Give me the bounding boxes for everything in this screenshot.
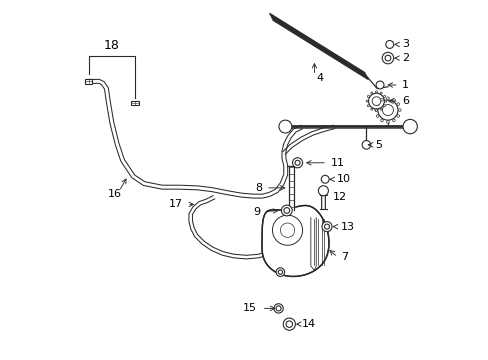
Circle shape [392, 119, 394, 122]
Circle shape [318, 186, 328, 196]
Circle shape [368, 93, 384, 109]
Text: 14: 14 [301, 319, 315, 329]
Circle shape [283, 318, 295, 330]
Circle shape [380, 99, 383, 101]
Text: 16: 16 [107, 189, 122, 199]
Circle shape [382, 52, 393, 64]
Circle shape [376, 115, 378, 117]
Text: 6: 6 [402, 96, 408, 106]
Circle shape [402, 120, 416, 134]
Text: 9: 9 [253, 207, 260, 217]
Polygon shape [262, 206, 328, 276]
Circle shape [278, 270, 282, 274]
Circle shape [382, 104, 393, 116]
Circle shape [292, 158, 302, 168]
Circle shape [370, 92, 372, 94]
Circle shape [386, 121, 388, 123]
Text: 5: 5 [375, 140, 382, 150]
Circle shape [321, 175, 328, 183]
Circle shape [280, 223, 294, 237]
Circle shape [396, 103, 399, 105]
Circle shape [386, 97, 388, 99]
Circle shape [281, 205, 292, 216]
Text: 12: 12 [332, 192, 346, 202]
Circle shape [366, 100, 367, 102]
Circle shape [384, 100, 386, 102]
Circle shape [278, 120, 291, 133]
Circle shape [377, 100, 397, 120]
Circle shape [398, 109, 400, 111]
Circle shape [321, 222, 331, 231]
Circle shape [284, 208, 289, 213]
Circle shape [294, 160, 300, 165]
Circle shape [374, 109, 377, 111]
Circle shape [376, 103, 378, 105]
Circle shape [366, 95, 368, 98]
Circle shape [370, 108, 372, 110]
Circle shape [276, 268, 284, 276]
Circle shape [285, 321, 292, 327]
Circle shape [324, 224, 329, 229]
Circle shape [273, 304, 283, 313]
Text: 3: 3 [402, 40, 408, 49]
Text: 13: 13 [340, 222, 354, 231]
Circle shape [272, 215, 302, 245]
Text: 18: 18 [103, 39, 120, 51]
Circle shape [383, 105, 385, 107]
Text: 4: 4 [316, 73, 323, 83]
Circle shape [383, 95, 385, 98]
Circle shape [276, 306, 281, 311]
Circle shape [384, 55, 390, 61]
Circle shape [375, 91, 377, 93]
Circle shape [366, 105, 368, 107]
Circle shape [379, 92, 381, 94]
Circle shape [362, 140, 370, 149]
Text: 8: 8 [255, 183, 262, 193]
Text: 15: 15 [243, 303, 257, 314]
Circle shape [396, 115, 399, 117]
Bar [131, 100, 139, 105]
Text: 17: 17 [168, 199, 183, 210]
Circle shape [385, 41, 393, 48]
Text: 10: 10 [336, 174, 350, 184]
Circle shape [375, 109, 377, 112]
Text: 2: 2 [402, 53, 408, 63]
Circle shape [371, 97, 380, 105]
Bar [84, 79, 92, 84]
Circle shape [380, 119, 383, 122]
Circle shape [379, 108, 381, 110]
Text: 1: 1 [402, 80, 408, 90]
Circle shape [392, 99, 394, 101]
Circle shape [375, 81, 383, 89]
Text: 7: 7 [341, 252, 348, 262]
Text: 11: 11 [330, 158, 344, 168]
